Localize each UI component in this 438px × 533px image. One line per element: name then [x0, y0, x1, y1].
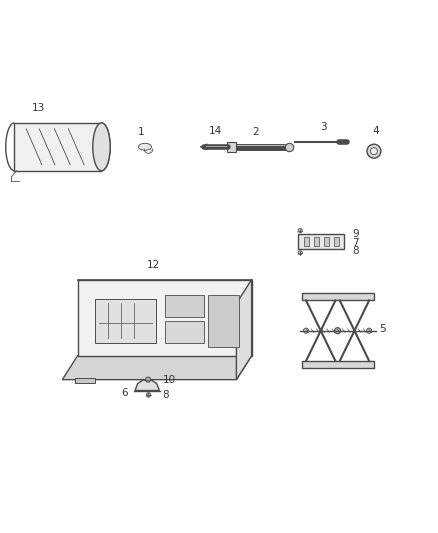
Circle shape	[298, 229, 302, 233]
Text: 1: 1	[138, 127, 144, 137]
Bar	[302, 361, 374, 368]
Text: 14: 14	[209, 126, 223, 136]
Text: 12: 12	[147, 260, 160, 270]
Text: 8: 8	[352, 246, 359, 256]
Bar	[95, 299, 156, 343]
Bar	[14, 123, 102, 171]
Polygon shape	[135, 380, 159, 391]
Text: 6: 6	[121, 387, 128, 398]
Circle shape	[335, 328, 341, 334]
Bar	[75, 378, 95, 383]
Circle shape	[371, 148, 378, 155]
Bar	[302, 294, 374, 301]
Bar	[334, 237, 339, 246]
Circle shape	[298, 251, 302, 255]
Text: 10: 10	[162, 375, 176, 385]
Bar	[324, 237, 329, 246]
Bar	[165, 295, 204, 317]
Circle shape	[146, 393, 151, 397]
Text: 5: 5	[379, 324, 386, 334]
Circle shape	[367, 144, 381, 158]
Text: 8: 8	[162, 390, 169, 400]
Text: 13: 13	[32, 103, 45, 114]
Polygon shape	[62, 356, 252, 379]
Ellipse shape	[138, 143, 152, 150]
Text: 3: 3	[320, 122, 327, 132]
Circle shape	[145, 377, 151, 382]
Circle shape	[367, 328, 372, 333]
Bar	[208, 295, 239, 347]
Polygon shape	[78, 279, 252, 356]
Bar	[314, 237, 319, 246]
Ellipse shape	[93, 123, 110, 171]
Circle shape	[304, 328, 309, 333]
Polygon shape	[237, 279, 252, 379]
Text: 4: 4	[373, 126, 379, 136]
Bar	[298, 234, 344, 249]
Text: 7: 7	[352, 238, 359, 247]
Text: 2: 2	[253, 127, 259, 137]
Text: 9: 9	[352, 229, 359, 239]
Bar	[304, 237, 309, 246]
Bar	[227, 142, 237, 152]
Bar	[165, 321, 204, 343]
